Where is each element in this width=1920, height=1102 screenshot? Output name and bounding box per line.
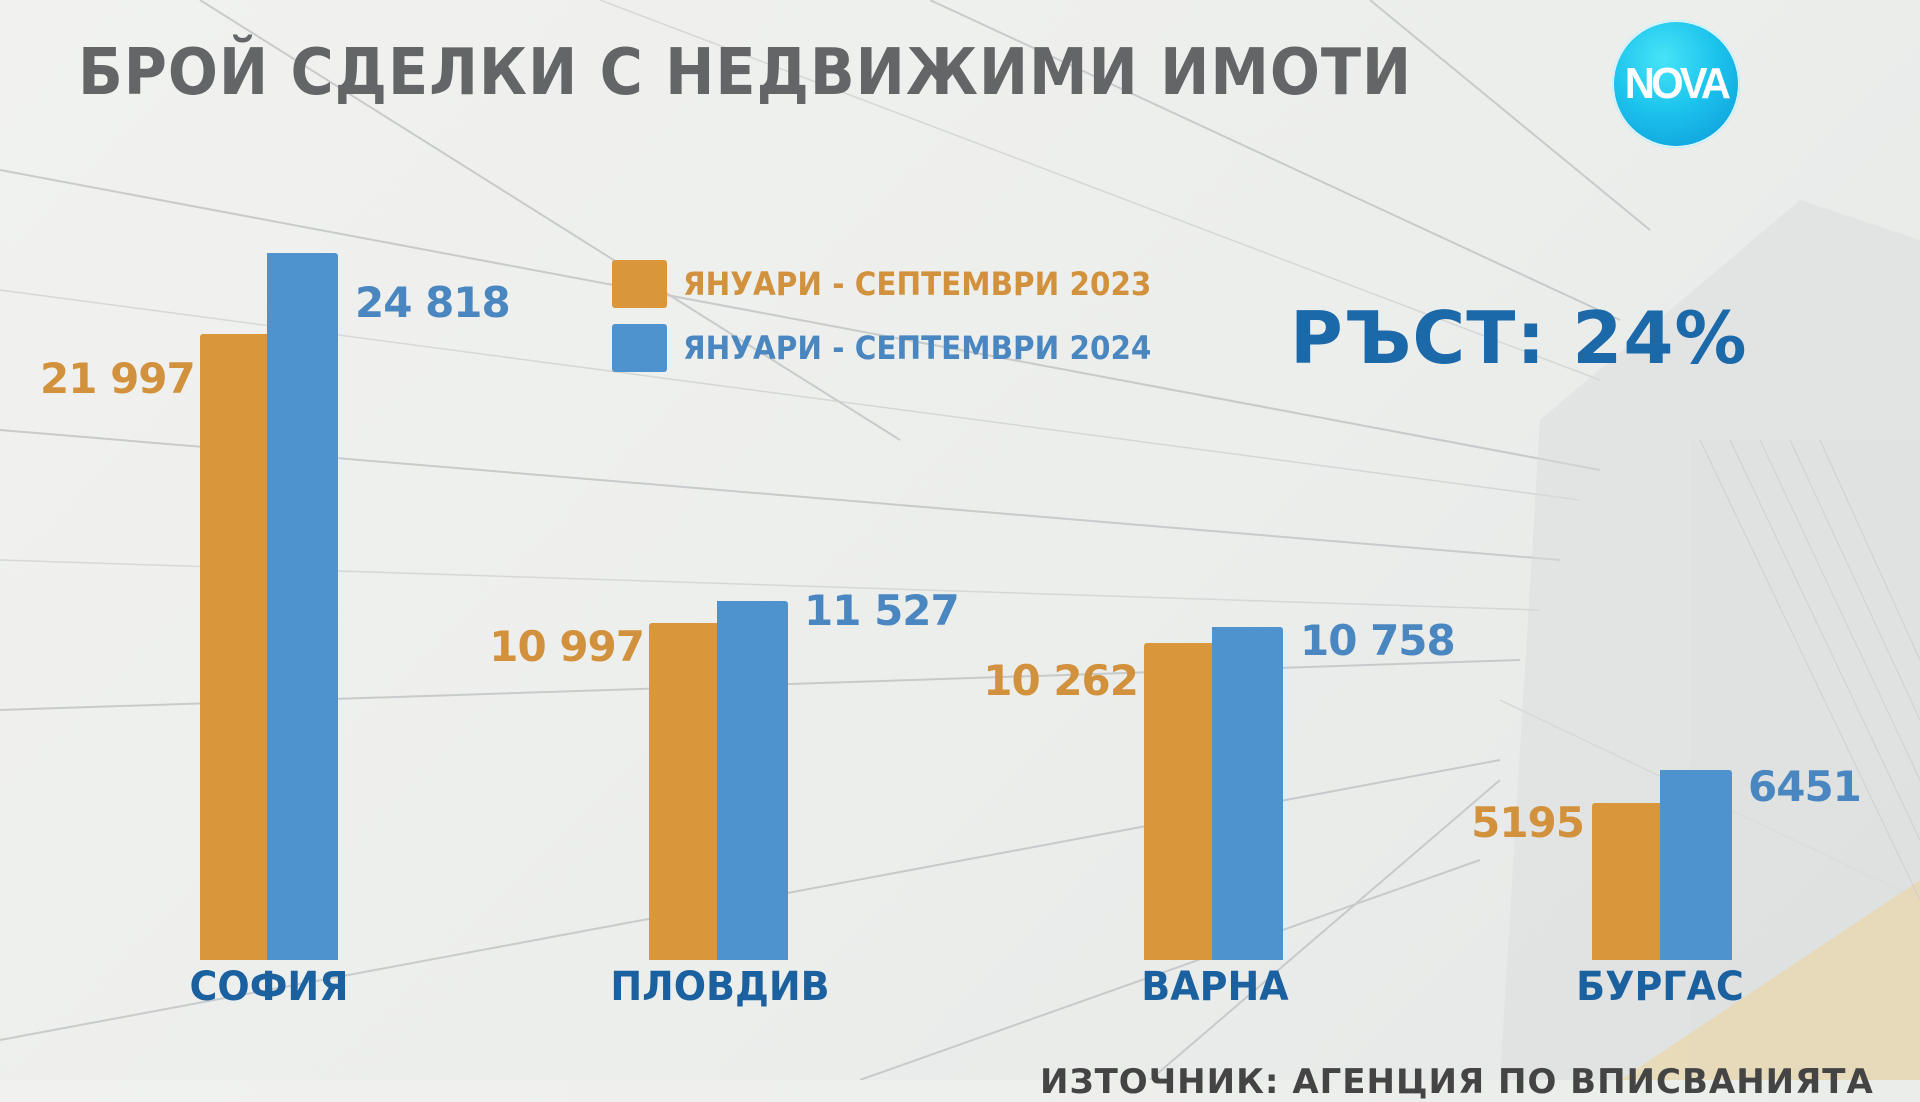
growth-label: РЪСТ: 24% [1290,296,1748,380]
legend-label-2023: ЯНУАРИ - СЕПТЕМВРИ 2023 [683,265,1152,303]
legend-item-2024: ЯНУАРИ - СЕПТЕМВРИ 2024 [612,316,1192,380]
bar-varna-2023 [1144,643,1212,960]
value-varna-2023: 10 262 [983,656,1139,705]
nova-logo-text: NOVA [1624,59,1731,108]
city-label-burgas: БУРГАС [1576,964,1744,1010]
city-label-varna: ВАРНА [1141,964,1289,1010]
bar-sofia-2024 [267,253,338,960]
value-plovdiv-2024: 11 527 [804,586,960,635]
bar-burgas-2024 [1660,770,1732,960]
bar-burgas-2023 [1592,803,1660,960]
city-label-plovdiv: ПЛОВДИВ [610,964,830,1010]
value-sofia-2024: 24 818 [355,278,511,327]
source-caption: ИЗТОЧНИК: АГЕНЦИЯ ПО ВПИСВАНИЯТА [1040,1062,1874,1102]
value-varna-2024: 10 758 [1300,616,1456,665]
city-label-sofia: СОФИЯ [189,964,349,1010]
value-plovdiv-2023: 10 997 [489,622,645,671]
legend-swatch-2024 [612,324,667,372]
bar-sofia-2023 [200,334,267,960]
value-sofia-2023: 21 997 [40,354,196,403]
bar-varna-2024 [1212,627,1283,960]
chart-title: БРОЙ СДЕЛКИ С НЕДВИЖИМИ ИМОТИ [78,36,1413,110]
legend-label-2024: ЯНУАРИ - СЕПТЕМВРИ 2024 [683,329,1152,367]
legend-swatch-2023 [612,260,667,308]
bar-plovdiv-2024 [717,601,788,960]
nova-logo: NOVA [1612,20,1740,148]
value-burgas-2023: 5195 [1471,798,1585,847]
value-burgas-2024: 6451 [1748,762,1862,811]
legend-item-2023: ЯНУАРИ - СЕПТЕМВРИ 2023 [612,252,1192,316]
chart-legend: ЯНУАРИ - СЕПТЕМВРИ 2023 ЯНУАРИ - СЕПТЕМВ… [612,252,1192,380]
bar-plovdiv-2023 [649,623,717,960]
